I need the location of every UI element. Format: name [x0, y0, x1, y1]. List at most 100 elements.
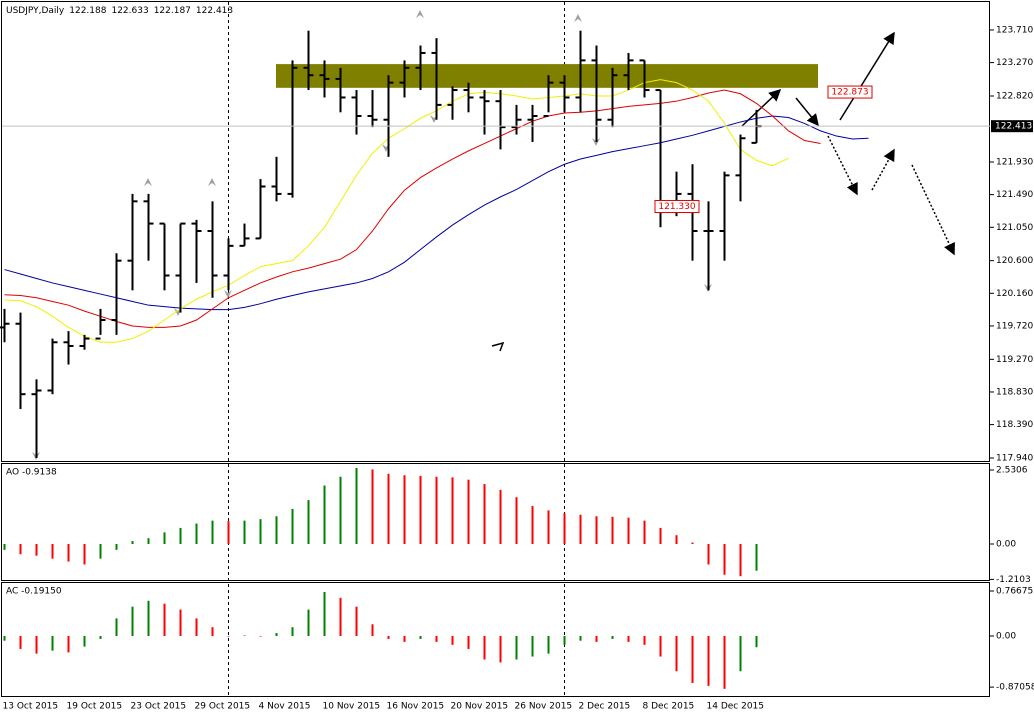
header: USDJPY,Daily 122.188 122.633 122.187 122.413 — [6, 6, 233, 16]
y-tick-label: 117.940 — [996, 453, 1033, 463]
histogram-bar — [227, 521, 230, 545]
histogram-bar — [147, 600, 150, 637]
histogram-bar — [659, 636, 662, 657]
x-tick-label: 13 Oct 2015 — [3, 702, 59, 712]
histogram-bar — [483, 636, 486, 660]
histogram-bar — [307, 609, 310, 637]
header-open: 122.188 — [69, 6, 106, 16]
histogram-bar — [275, 516, 278, 545]
y-tick-label: 120.160 — [996, 289, 1033, 299]
histogram-bar — [531, 505, 534, 545]
histogram-bar — [243, 635, 246, 637]
moving-average — [4, 79, 789, 343]
histogram-bar — [163, 532, 166, 545]
x-tick-label: 14 Dec 2015 — [707, 702, 765, 712]
y-tick-label: 122.820 — [996, 91, 1033, 101]
histogram-bar — [531, 636, 534, 657]
histogram-bar — [179, 609, 182, 637]
histogram-bar — [579, 514, 582, 545]
histogram-bar — [419, 475, 422, 545]
histogram-bar — [307, 500, 310, 545]
header-low: 122.187 — [154, 6, 191, 16]
histogram-bar — [99, 636, 102, 639]
histogram-bar — [387, 636, 390, 639]
histogram-bar — [99, 544, 102, 559]
histogram-bar — [3, 544, 6, 550]
y-tick-label: 121.490 — [996, 190, 1033, 200]
moving-average — [4, 89, 821, 328]
y-tick-label: 118.390 — [996, 420, 1033, 430]
histogram-bar — [243, 520, 246, 545]
histogram-bar — [547, 510, 550, 545]
x-tick-label: 16 Nov 2015 — [387, 702, 445, 712]
y-tick-label: 2.5306 — [996, 466, 1028, 476]
histogram-bar — [131, 606, 134, 637]
histogram-bar — [323, 485, 326, 545]
y-tick-label: 0.00 — [996, 540, 1016, 550]
histogram-bar — [691, 636, 694, 683]
histogram-bar — [211, 627, 214, 637]
zone — [276, 64, 818, 88]
y-tick-label: 0.00 — [996, 632, 1016, 642]
x-tick-label: 10 Nov 2015 — [323, 702, 381, 712]
period-separators — [228, 2, 565, 697]
histogram-bar — [259, 519, 262, 545]
histogram-bar — [435, 636, 438, 642]
panel-frames — [1, 1, 990, 697]
x-tick-label: 26 Nov 2015 — [515, 702, 573, 712]
histogram-bar — [419, 636, 422, 639]
y-tick-label: 123.270 — [996, 58, 1033, 68]
y-tick-label: 121.050 — [996, 223, 1033, 233]
histogram-bar — [195, 523, 198, 545]
histogram-bar — [227, 636, 230, 637]
header-high: 122.633 — [111, 6, 148, 16]
histogram-bar — [371, 624, 374, 637]
x-tick-label: 4 Nov 2015 — [259, 702, 311, 712]
y-tick-label: 0.76675 — [996, 586, 1033, 596]
histogram-bar — [499, 489, 502, 545]
histogram-bar — [403, 475, 406, 545]
histogram-bar — [691, 542, 694, 545]
histogram-bar — [163, 603, 166, 637]
y-tick-label: 120.600 — [996, 256, 1033, 266]
x-tick-label: 8 Dec 2015 — [643, 702, 695, 712]
histogram-bar — [627, 636, 630, 642]
x-tick-label: 2 Dec 2015 — [579, 702, 631, 712]
histogram-bar — [723, 544, 726, 575]
histogram-bar — [739, 636, 742, 672]
histogram-bar — [355, 467, 358, 545]
price-label: 122.873 — [831, 88, 868, 98]
histogram-bar — [35, 636, 38, 654]
histogram-bar — [323, 591, 326, 637]
histogram-bar — [611, 516, 614, 545]
histogram-bar — [755, 544, 758, 571]
price-label: 121.330 — [658, 202, 695, 212]
histogram-bar — [755, 636, 758, 648]
current-price-label: 122.413 — [995, 122, 1032, 132]
histogram-bar — [51, 544, 54, 559]
histogram-bar — [19, 636, 22, 649]
histogram-bar — [515, 636, 518, 660]
histogram-bar — [291, 627, 294, 637]
histogram-bar — [435, 476, 438, 545]
histogram-bar — [499, 636, 502, 663]
histogram-bar — [83, 636, 86, 647]
histogram-bar — [483, 484, 486, 545]
histogram-bar — [131, 541, 134, 545]
histogram-bar — [211, 520, 214, 545]
histogram-bar — [387, 473, 390, 545]
y-tick-label: -1.2103 — [996, 575, 1031, 585]
histogram-bar — [707, 544, 710, 565]
current-price-box — [991, 120, 1033, 133]
histogram-bar — [115, 544, 118, 550]
y-tick-label: 119.270 — [996, 355, 1033, 365]
histogram-bar — [739, 544, 742, 577]
histogram-bar — [675, 636, 678, 672]
histogram-bar — [643, 636, 646, 645]
symbol: USDJPY,Daily — [6, 6, 65, 16]
price-label-box — [654, 200, 700, 214]
histogram-bar — [403, 636, 406, 642]
histogram-bar — [339, 476, 342, 545]
